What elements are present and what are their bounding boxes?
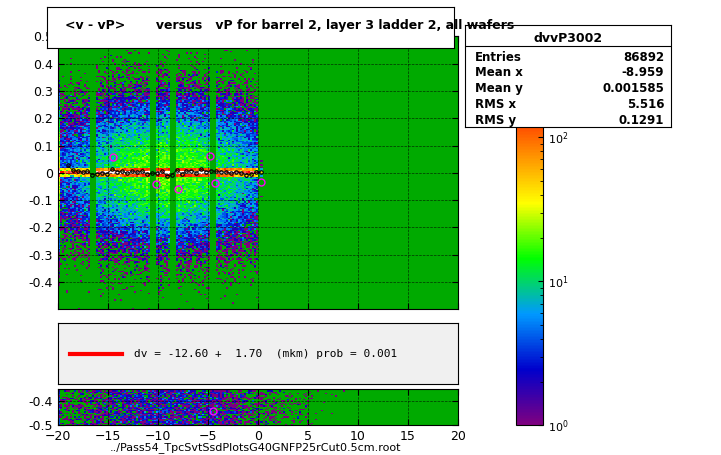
Text: -8.959: -8.959	[622, 66, 664, 80]
Text: <v - vP>       versus   vP for barrel 2, layer 3 ladder 2, all wafers: <v - vP> versus vP for barrel 2, layer 3…	[65, 19, 514, 32]
Text: RMS y: RMS y	[475, 114, 516, 127]
Text: dv = -12.60 +  1.70  (mkm) prob = 0.001: dv = -12.60 + 1.70 (mkm) prob = 0.001	[133, 349, 397, 359]
Text: Entries: Entries	[475, 51, 522, 64]
Text: 86892: 86892	[623, 51, 664, 64]
Text: RMS x: RMS x	[475, 98, 516, 111]
Text: dvvP3002: dvvP3002	[534, 32, 602, 45]
Text: 5.516: 5.516	[627, 98, 664, 111]
Text: Mean y: Mean y	[475, 82, 523, 96]
Text: 0.001585: 0.001585	[603, 82, 664, 96]
Text: ../Pass54_TpcSvtSsdPlotsG40GNFP25rCut0.5cm.root: ../Pass54_TpcSvtSsdPlotsG40GNFP25rCut0.5…	[110, 442, 402, 453]
Text: 0.1291: 0.1291	[619, 114, 664, 127]
Text: Mean x: Mean x	[475, 66, 523, 80]
